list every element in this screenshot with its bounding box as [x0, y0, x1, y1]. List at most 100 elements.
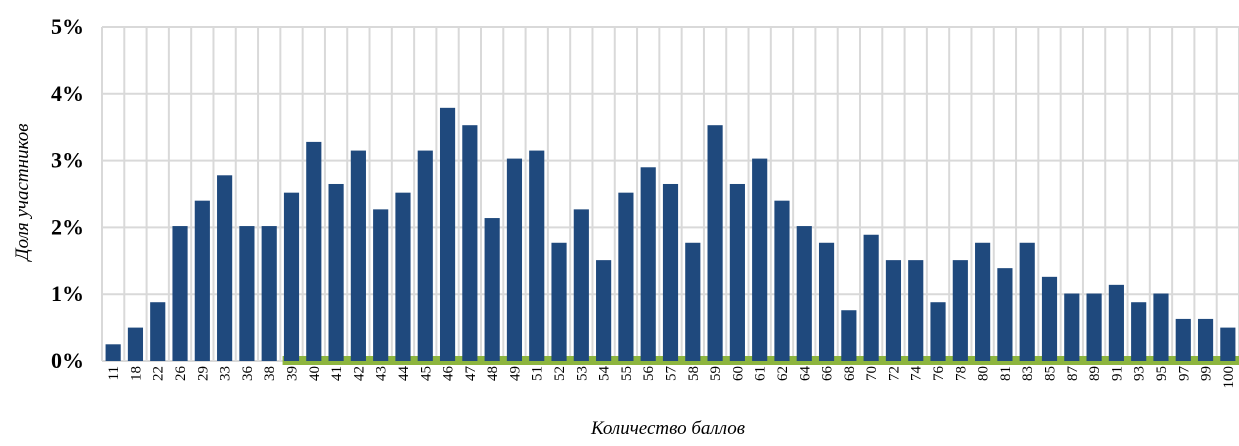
bar-85: [1041, 276, 1058, 361]
bar-59: [707, 125, 723, 361]
x-tick-label: 62: [775, 366, 791, 381]
bar-46: [439, 107, 456, 361]
bar-93: [1131, 302, 1147, 361]
y-tick-label: 1%: [51, 281, 84, 306]
bar-66: [818, 242, 835, 361]
bar-89: [1086, 293, 1102, 361]
x-tick-label: 42: [351, 366, 367, 381]
x-tick-label: 53: [574, 366, 590, 381]
x-tick-label: 97: [1176, 366, 1192, 382]
x-tick-label: 52: [552, 366, 568, 381]
bar-83: [1019, 242, 1035, 361]
bar-61: [752, 158, 768, 361]
x-tick-label: 49: [507, 366, 523, 381]
x-tick-label: 59: [708, 366, 724, 381]
x-tick-label: 41: [329, 366, 345, 381]
bar-58: [685, 242, 701, 361]
x-tick-label: 93: [1132, 366, 1148, 381]
bar-78: [952, 260, 968, 361]
bar-97: [1175, 318, 1191, 361]
x-tick-label: 85: [1043, 366, 1059, 381]
x-axis-ticks: 11 18 22 26 29 33 36 38 39 40 41 42 43 44 45 46 47 48 49 51…: [106, 366, 1237, 389]
bar-11: [105, 344, 121, 361]
x-tick-label: 18: [128, 366, 144, 381]
x-tick-label: 78: [953, 366, 969, 381]
bar-44: [395, 192, 411, 361]
bar-47: [462, 125, 478, 361]
x-tick-label: 57: [664, 366, 680, 382]
y-tick-label: 0%: [51, 348, 84, 373]
x-tick-label: 80: [976, 366, 992, 381]
bar-39: [283, 192, 300, 361]
grid-lines: [101, 26, 1239, 362]
bar-36: [239, 226, 255, 361]
bar-48: [484, 218, 500, 361]
bar-91: [1108, 284, 1124, 361]
bar-57: [662, 183, 679, 361]
x-tick-label: 64: [797, 366, 813, 382]
x-tick-label: 68: [842, 366, 858, 381]
bar-62: [774, 200, 790, 361]
x-tick-label: 70: [864, 366, 880, 381]
bar-81: [997, 268, 1013, 361]
bar-87: [1064, 293, 1080, 361]
bar-52: [551, 242, 567, 361]
bar-100: [1220, 327, 1236, 361]
bar-53: [573, 209, 589, 361]
x-tick-label: 36: [240, 366, 256, 382]
bar-41: [328, 183, 344, 361]
x-tick-label: 40: [307, 366, 323, 381]
x-tick-label: 61: [753, 366, 769, 381]
x-tick-label: 81: [998, 366, 1014, 381]
bar-55: [618, 192, 634, 361]
x-tick-label: 83: [1020, 366, 1036, 381]
bar-45: [417, 150, 433, 361]
x-tick-label: 48: [485, 366, 501, 381]
x-tick-label: 11: [106, 366, 122, 380]
bar-95: [1153, 293, 1169, 361]
bar-42: [350, 150, 366, 361]
bars: [105, 107, 1236, 361]
x-tick-label: 66: [820, 366, 836, 382]
x-axis-title: Количество баллов: [590, 418, 745, 439]
x-tick-label: 99: [1199, 366, 1215, 381]
y-tick-label: 3%: [51, 148, 84, 173]
bar-26: [172, 226, 188, 361]
bar-43: [373, 209, 389, 361]
x-tick-label: 58: [686, 366, 702, 381]
bar-74: [908, 260, 924, 361]
bar-49: [506, 158, 523, 361]
bar-68: [841, 310, 857, 361]
bar-54: [596, 260, 612, 361]
bar-40: [306, 141, 322, 361]
x-tick-label: 89: [1087, 366, 1103, 381]
x-tick-label: 46: [441, 366, 457, 382]
y-tick-label: 5%: [51, 14, 84, 39]
bar-76: [930, 302, 946, 361]
bar-99: [1197, 318, 1214, 361]
x-tick-label: 72: [886, 366, 902, 381]
y-axis-ticks: 0% 1% 2% 3% 4% 5%: [51, 14, 84, 373]
x-tick-label: 26: [173, 366, 189, 382]
bar-70: [863, 234, 879, 361]
x-tick-label: 39: [285, 366, 301, 381]
bar-80: [975, 242, 991, 361]
x-tick-label: 38: [262, 366, 278, 381]
x-tick-label: 44: [396, 366, 412, 382]
x-tick-label: 54: [597, 366, 613, 382]
x-tick-label: 51: [530, 366, 546, 381]
bar-29: [194, 200, 210, 361]
x-tick-label: 33: [218, 366, 234, 381]
bar-64: [796, 226, 812, 361]
x-tick-label: 74: [909, 366, 925, 382]
bar-38: [261, 226, 277, 361]
x-tick-label: 45: [418, 366, 434, 381]
y-axis-title: Доля участников: [12, 124, 33, 263]
bar-22: [150, 302, 166, 361]
x-tick-label: 29: [195, 366, 211, 381]
x-tick-label: 100: [1221, 366, 1237, 389]
x-tick-label: 60: [730, 366, 746, 381]
y-tick-label: 4%: [51, 81, 84, 106]
bar-18: [127, 327, 144, 361]
